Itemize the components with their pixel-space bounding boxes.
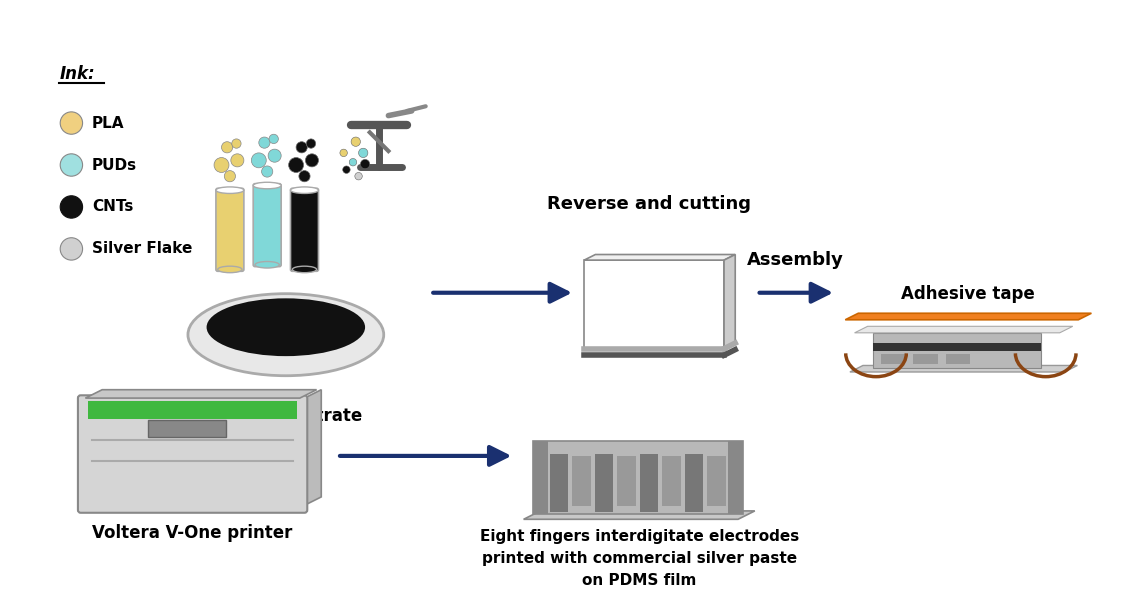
FancyBboxPatch shape (290, 188, 319, 271)
Circle shape (289, 157, 304, 172)
Bar (88, 401, 297, 419)
Ellipse shape (292, 266, 316, 273)
Circle shape (261, 166, 273, 177)
Bar (880, 354, 905, 364)
Polygon shape (305, 390, 321, 505)
Bar (618, 455, 636, 507)
Ellipse shape (188, 294, 384, 375)
Circle shape (299, 170, 311, 182)
Bar (572, 455, 591, 507)
Ellipse shape (256, 262, 280, 268)
Bar (550, 454, 568, 512)
Circle shape (230, 154, 244, 167)
Polygon shape (86, 390, 316, 398)
Text: Reverse and cutting: Reverse and cutting (548, 195, 752, 213)
Bar (639, 454, 659, 512)
Circle shape (361, 159, 370, 169)
Circle shape (61, 112, 83, 134)
Ellipse shape (218, 266, 242, 273)
FancyBboxPatch shape (215, 188, 244, 271)
Text: Assembly: Assembly (747, 252, 845, 269)
Text: Ink:: Ink: (60, 65, 95, 83)
Bar (533, 441, 548, 514)
Polygon shape (846, 313, 1091, 320)
Circle shape (231, 139, 241, 148)
Circle shape (306, 154, 319, 167)
Polygon shape (855, 326, 1073, 333)
Text: PUDs: PUDs (92, 157, 138, 172)
Bar (945, 354, 971, 364)
Bar (707, 455, 725, 507)
Bar (873, 343, 1041, 352)
Text: Adhesive tape: Adhesive tape (902, 285, 1035, 303)
Ellipse shape (253, 182, 281, 189)
Circle shape (343, 166, 351, 173)
Circle shape (306, 139, 315, 148)
Circle shape (221, 142, 233, 153)
Circle shape (359, 148, 368, 157)
Circle shape (350, 159, 356, 166)
Ellipse shape (290, 187, 319, 194)
Polygon shape (724, 254, 736, 349)
Polygon shape (524, 511, 755, 519)
Text: CNTs: CNTs (92, 200, 133, 215)
FancyBboxPatch shape (253, 184, 281, 266)
Circle shape (351, 137, 361, 147)
Circle shape (296, 142, 307, 153)
Circle shape (61, 154, 83, 176)
Ellipse shape (215, 187, 244, 194)
FancyBboxPatch shape (78, 395, 307, 513)
Bar (533, 441, 743, 514)
Circle shape (61, 195, 83, 218)
Text: PLA: PLA (92, 116, 125, 131)
Circle shape (340, 149, 347, 157)
Polygon shape (850, 365, 1077, 372)
Text: Paper Substrate: Paper Substrate (210, 408, 362, 426)
Text: Silver Flake: Silver Flake (92, 241, 193, 256)
Bar (595, 454, 613, 512)
Circle shape (269, 134, 278, 144)
Text: Eight fingers interdigitate electrodes
printed with commercial silver paste
on P: Eight fingers interdigitate electrodes p… (479, 529, 799, 588)
Text: Voltera V-One printer: Voltera V-One printer (93, 524, 292, 542)
Bar (728, 441, 743, 514)
Bar (873, 333, 1041, 368)
Bar (913, 354, 937, 364)
Polygon shape (584, 254, 736, 260)
Circle shape (251, 153, 266, 168)
Circle shape (214, 157, 229, 172)
Bar (662, 455, 681, 507)
Bar (684, 454, 704, 512)
Circle shape (355, 172, 362, 180)
Bar (148, 420, 226, 437)
Circle shape (268, 149, 281, 162)
Circle shape (225, 170, 235, 182)
Circle shape (259, 137, 270, 148)
Ellipse shape (206, 299, 366, 356)
Circle shape (61, 238, 83, 260)
Polygon shape (584, 260, 724, 349)
